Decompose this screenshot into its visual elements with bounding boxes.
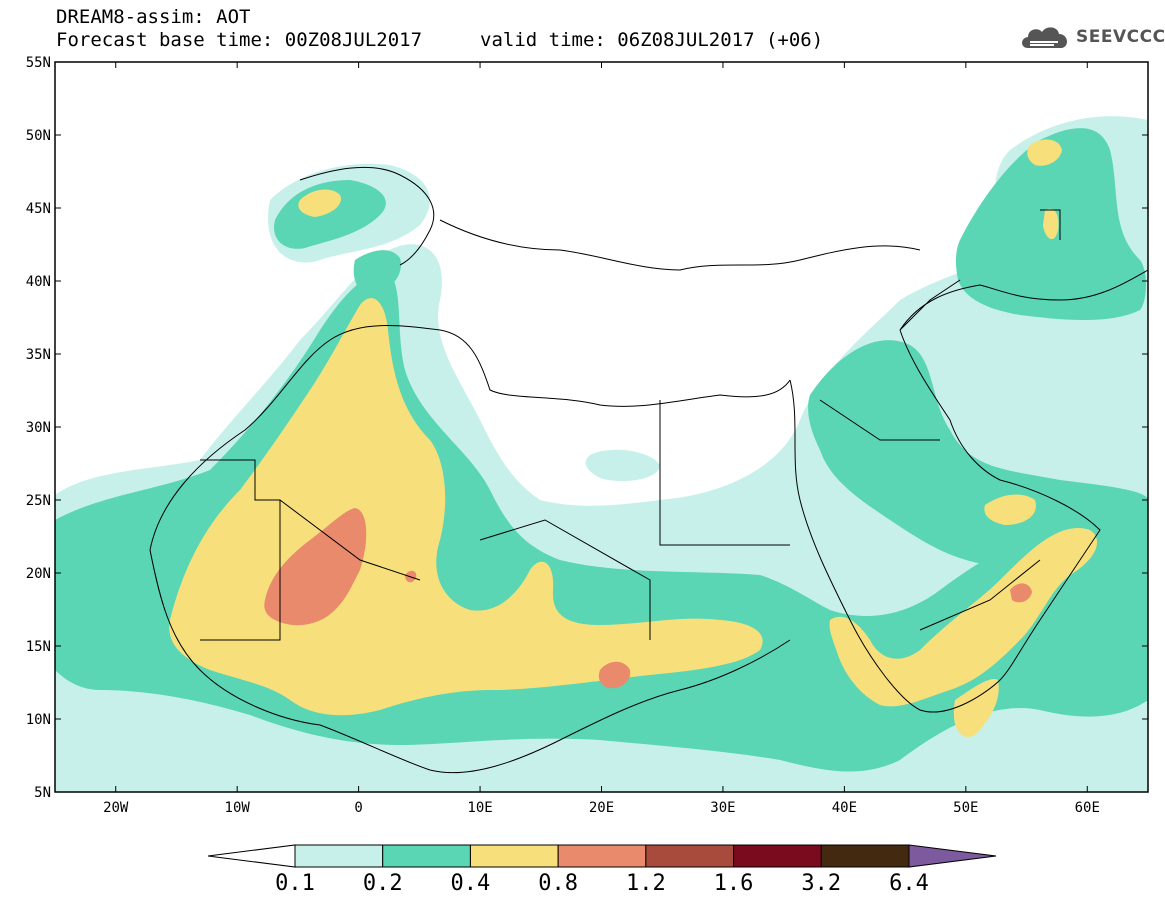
lat-tick-label: 40N — [26, 274, 51, 290]
lat-tick-label: 55N — [26, 55, 51, 71]
colorbar-swatch — [733, 844, 822, 868]
lat-tick-label: 45N — [26, 201, 51, 217]
lat-tick-label: 20N — [26, 566, 51, 582]
cloud-icon — [1022, 27, 1068, 48]
lon-tick-label: 20W — [103, 800, 129, 816]
lat-tick-label: 50N — [26, 128, 51, 144]
aot-level-0.8 — [264, 508, 1032, 689]
lat-tick-label: 25N — [26, 493, 51, 509]
latitude-axis: 55N 50N 45N 40N 35N 30N 25N 20N 15N 10N 5N — [26, 55, 1148, 801]
colorbar-label: 0.2 — [362, 871, 403, 896]
lat-tick-label: 15N — [26, 639, 51, 655]
lat-tick-label: 30N — [26, 420, 51, 436]
coastlines-borders — [149, 166, 1148, 774]
colorbar-label: 0.1 — [275, 871, 315, 896]
colorbar — [207, 844, 997, 868]
lat-tick-label: 10N — [26, 712, 51, 728]
colorbar-swatch — [382, 844, 471, 868]
colorbar-label: 3.2 — [801, 871, 842, 896]
colorbar-label: 6.4 — [889, 871, 929, 896]
colorbar-swatch — [557, 844, 647, 868]
colorbar-swatch — [294, 844, 384, 868]
forecast-base-time: Forecast base time: 00Z08JUL2017 — [56, 29, 423, 51]
colorbar-over-arrow — [908, 844, 997, 868]
colorbar-label: 1.6 — [713, 871, 754, 896]
lon-tick-label: 0 — [354, 800, 362, 816]
map-title: DREAM8-assim: AOT — [56, 6, 251, 28]
colorbar-label: 0.4 — [450, 871, 491, 896]
lat-tick-label: 35N — [26, 347, 51, 363]
valid-time: valid time: 06Z08JUL2017 (+06) — [480, 29, 824, 51]
lon-tick-label: 40E — [832, 800, 857, 816]
lat-tick-label: 5N — [34, 785, 51, 801]
lon-tick-label: 10W — [225, 800, 251, 816]
colorbar-swatch — [469, 844, 559, 868]
lon-tick-label: 20E — [589, 800, 614, 816]
aot-contour-fields — [55, 62, 1148, 792]
colorbar-under-arrow — [207, 844, 296, 868]
longitude-axis: 20W 10W 0 10E 20E 30E 40E 50E 60E — [103, 62, 1100, 816]
lon-tick-label: 30E — [710, 800, 735, 816]
lon-tick-label: 60E — [1075, 800, 1100, 816]
colorbar-label: 0.8 — [538, 871, 579, 896]
lon-tick-label: 50E — [953, 800, 978, 816]
colorbar-swatch — [645, 844, 735, 868]
lon-tick-label: 10E — [467, 800, 492, 816]
colorbar-swatch — [820, 844, 910, 868]
logo-text: SEEVCCC — [1076, 27, 1165, 47]
colorbar-label: 1.2 — [625, 871, 666, 896]
seevccc-logo: SEEVCCC — [1018, 22, 1165, 52]
